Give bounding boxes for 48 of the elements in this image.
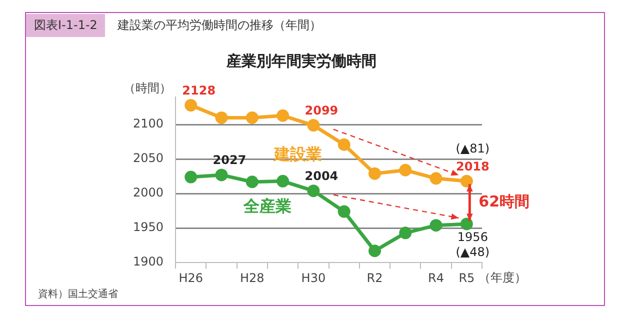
chart-subtitle: 建設業の平均労働時間の推移（年間）	[117, 16, 322, 34]
data-label: 2018	[456, 159, 490, 174]
series-label: 全産業	[242, 196, 292, 216]
point	[307, 119, 320, 132]
point	[215, 168, 228, 182]
point	[184, 99, 198, 112]
point	[399, 226, 412, 240]
point	[246, 176, 258, 188]
annotation: 62時間	[478, 192, 530, 210]
y-tick-label: 2000	[132, 186, 164, 200]
y-tick-label: 1950	[132, 220, 164, 234]
x-tick-label: R2	[366, 270, 383, 285]
point	[338, 205, 350, 218]
point	[430, 219, 442, 232]
x-axis-title: （年度）	[478, 270, 527, 285]
x-tick-label: H30	[301, 270, 326, 285]
point	[246, 111, 258, 124]
x-tick-label: H28	[240, 270, 264, 285]
annotation: (▲48)	[456, 245, 490, 260]
x-tick-label: R4	[428, 270, 444, 285]
point	[399, 164, 412, 176]
point	[368, 244, 381, 258]
x-tick-label: H26	[178, 270, 204, 285]
y-tick-label: 2050	[132, 151, 164, 166]
point	[430, 172, 442, 185]
data-label: 1956	[457, 230, 488, 244]
point	[307, 184, 320, 198]
text: 資料）国土交通省	[38, 289, 118, 300]
point	[460, 174, 473, 188]
text: 図表Ⅰ-1-1-2	[26, 14, 106, 36]
data-label: 2128	[182, 83, 216, 98]
point	[276, 174, 290, 188]
series-label: 建設業	[272, 144, 322, 164]
point	[460, 218, 473, 230]
point	[276, 109, 290, 122]
y-axis-title: （時間）	[124, 81, 172, 96]
x-tick-label: R5	[458, 270, 475, 285]
point	[215, 111, 228, 124]
point	[338, 138, 350, 151]
point	[368, 167, 381, 180]
data-label: 2099	[304, 103, 338, 118]
annotation: (▲81)	[456, 141, 490, 156]
point	[184, 170, 198, 184]
data-label: 2027	[212, 153, 246, 168]
data-label: 2004	[304, 168, 338, 183]
y-tick-label: 1900	[132, 254, 164, 269]
chart-title: 産業別年間実労働時間	[226, 52, 376, 70]
y-tick-label: 2100	[132, 116, 164, 131]
